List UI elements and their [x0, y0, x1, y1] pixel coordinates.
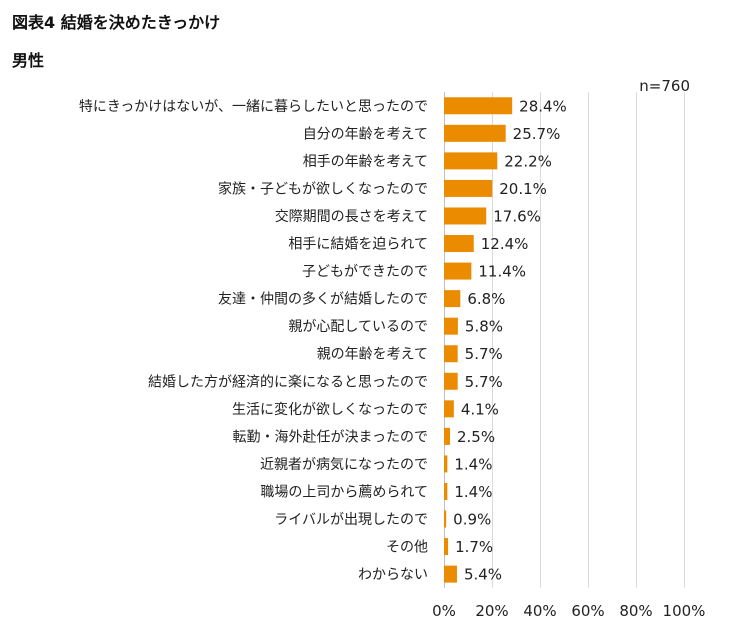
category-label: その他	[386, 540, 428, 556]
bar	[444, 538, 449, 556]
category-label: 自分の年齢を考えて	[303, 126, 428, 142]
x-tick-label: 40%	[523, 602, 556, 620]
value-label: 20.1%	[499, 180, 547, 198]
bar	[444, 565, 457, 583]
bar	[444, 262, 472, 280]
category-label: 友達・仲間の多くが結婚したので	[218, 291, 428, 308]
bar	[444, 152, 498, 170]
sample-size-label: n=760	[639, 77, 690, 95]
category-label: 家族・子どもが欲しくなったので	[218, 180, 428, 197]
category-label: 転勤・海外赴任が決まったので	[233, 429, 428, 445]
value-label: 2.5%	[457, 428, 495, 446]
category-label: わからない	[358, 567, 428, 583]
x-tick-label: 100%	[663, 602, 706, 620]
bar	[444, 510, 447, 528]
gridlines	[444, 92, 685, 588]
bar	[444, 124, 506, 142]
bar	[444, 482, 448, 500]
value-label: 1.4%	[454, 455, 492, 473]
category-label: 生活に変化が欲しくなったので	[232, 401, 428, 418]
x-axis-tick-labels: 0% 20% 40% 60% 80% 100%	[432, 602, 705, 620]
category-label: 交際期間の長さを考えて	[275, 208, 428, 225]
bar	[444, 207, 487, 225]
bar	[444, 235, 474, 253]
figure-subtitle: 男性	[12, 51, 45, 70]
value-label: 1.7%	[455, 538, 493, 556]
bar	[444, 455, 448, 473]
category-label: 子どもができたので	[302, 264, 428, 280]
category-label: 親が心配しているので	[288, 319, 428, 335]
bar	[444, 317, 458, 335]
bar	[444, 427, 450, 445]
bar	[444, 97, 513, 115]
value-label: 11.4%	[478, 263, 526, 281]
value-label: 0.9%	[453, 511, 491, 529]
value-label: 5.4%	[464, 566, 502, 584]
value-label: 5.8%	[465, 318, 503, 336]
value-label: 6.8%	[467, 290, 505, 308]
value-label: 25.7%	[513, 125, 561, 143]
category-label: 近親者が病気になったので	[260, 457, 428, 473]
category-label: 相手に結婚を迫られて	[288, 237, 428, 253]
bar	[444, 400, 454, 418]
value-label: 22.2%	[504, 152, 552, 170]
bar	[444, 179, 493, 197]
bar	[444, 345, 458, 363]
category-label: 特にきっかけはないが、一緒に暮らしたいと思ったので	[79, 99, 428, 115]
value-label: 5.7%	[465, 373, 503, 391]
value-label: 1.4%	[454, 483, 492, 501]
figure-title: 図表4 結婚を決めたきっかけ	[12, 13, 221, 32]
category-label: 親の年齢を考えて	[317, 347, 428, 363]
value-labels: 28.4% 25.7% 22.2% 20.1% 17.6% 12.4% 11.4% 6.8% 5…	[453, 97, 567, 583]
bar	[444, 372, 458, 390]
x-tick-label: 60%	[571, 602, 604, 620]
x-tick-label: 80%	[619, 602, 652, 620]
x-tick-label: 20%	[475, 602, 508, 620]
bar	[444, 290, 461, 308]
category-label: 相手の年齢を考えて	[303, 154, 428, 170]
category-labels: 特にきっかけはないが、一緒に暮らしたいと思ったので自分の年齢を考えて相手の年齢を…	[79, 99, 428, 583]
value-label: 5.7%	[465, 345, 503, 363]
value-label: 17.6%	[493, 207, 541, 225]
value-label: 4.1%	[461, 400, 499, 418]
bars	[444, 97, 513, 583]
category-label: ライバルが出現したので	[274, 512, 428, 528]
x-tick-label: 0%	[432, 602, 456, 620]
value-label: 12.4%	[481, 235, 529, 253]
category-label: 職場の上司から薦められて	[260, 484, 428, 500]
category-label: 結婚した方が経済的に楽になると思ったので	[148, 374, 428, 390]
value-label: 28.4%	[519, 97, 567, 115]
